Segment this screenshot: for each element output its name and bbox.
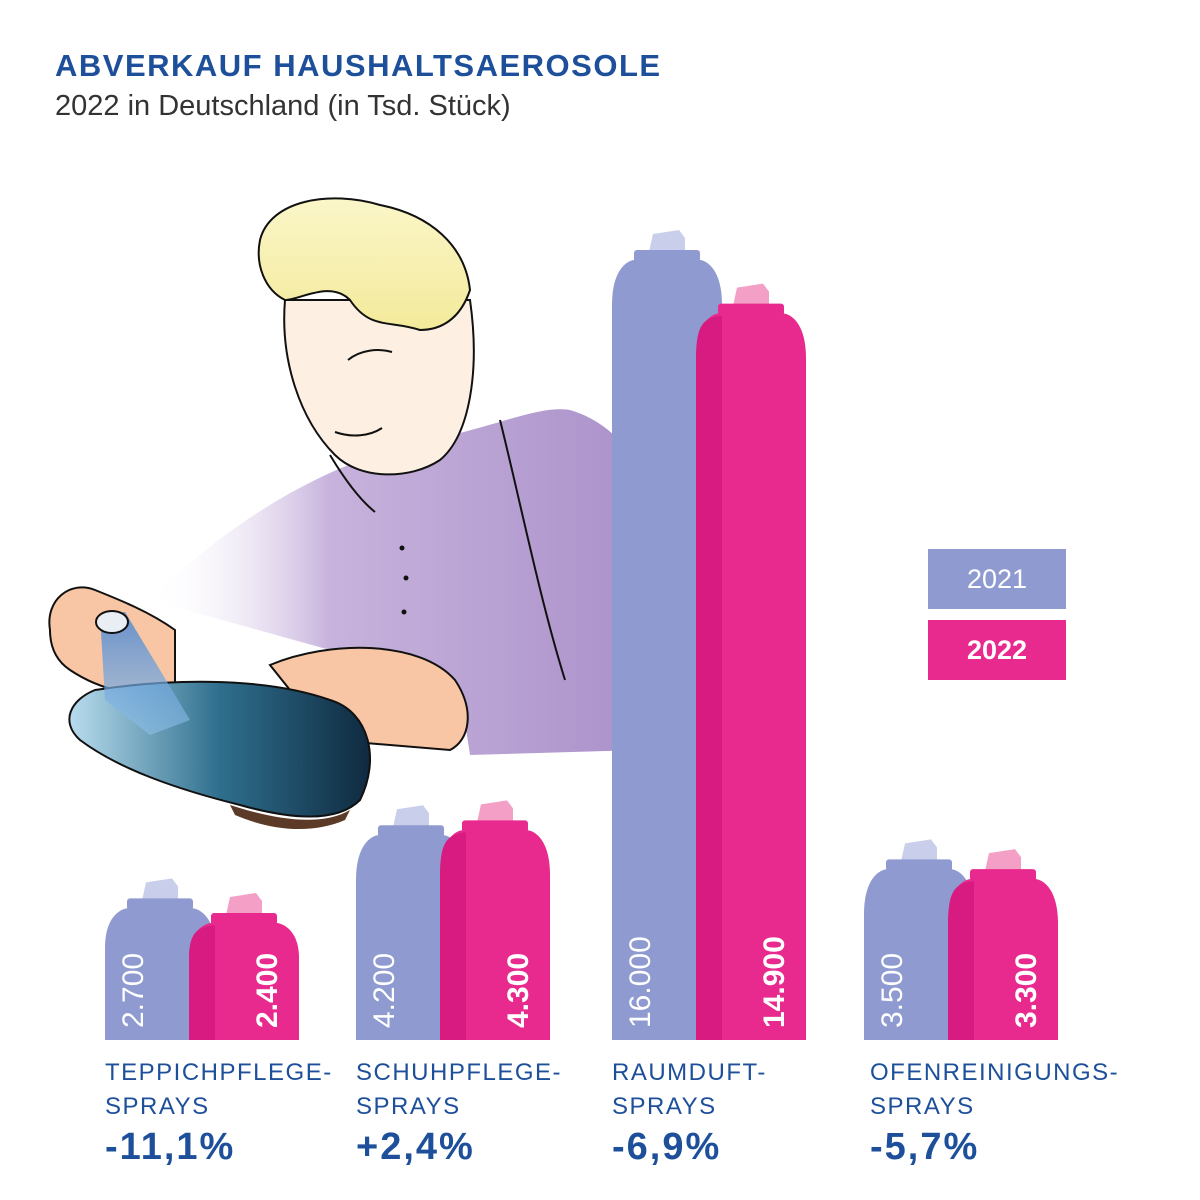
value-label: 4.200: [368, 953, 401, 1028]
spray-mist: [100, 612, 190, 735]
chart-subtitle: 2022 in Deutschland (in Tsd. Stück): [55, 90, 511, 122]
hair-shape: [257, 197, 472, 332]
category-name-line2: SPRAYS: [105, 1093, 210, 1120]
can-body: [948, 879, 1058, 1040]
can-body: [440, 830, 550, 1040]
values-layer: 2.700 2.400 4.200 4.300 16.000 14.900 3.500 3.3…: [117, 936, 1043, 1028]
category-label-raumduft: RAUMDUFT- SPRAYS -6,9%: [612, 1056, 872, 1169]
value-label: 3.300: [1010, 953, 1043, 1028]
spray-nozzle: [95, 610, 129, 634]
bars-layer: [105, 230, 1058, 1040]
can-neck: [718, 303, 784, 316]
can-body: [612, 260, 722, 1040]
shoe-sole: [230, 805, 350, 830]
category-name-line1: RAUMDUFT-: [612, 1059, 767, 1086]
category-label-teppichpflege: TEPPICHPFLEGE- SPRAYS -11,1%: [105, 1056, 365, 1169]
can-neck: [127, 898, 193, 911]
category-name: RAUMDUFT- SPRAYS: [612, 1056, 872, 1124]
category-name-line1: TEPPICHPFLEGE-: [105, 1059, 333, 1086]
shirt-shape: [150, 409, 661, 755]
can-neck: [211, 913, 277, 925]
category-name: OFENREINIGUNGS- SPRAYS: [870, 1056, 1130, 1124]
change-percent: -6,9%: [612, 1126, 722, 1168]
can-neck: [462, 820, 528, 833]
value-label: 2.400: [251, 953, 284, 1028]
aerosol-can-bar: [864, 839, 974, 1040]
face-shape: [283, 299, 475, 476]
change-percent: -11,1%: [105, 1126, 236, 1168]
can-shadow: [696, 315, 722, 1040]
value-label: 2.700: [117, 953, 150, 1028]
can-body: [864, 869, 974, 1040]
shirt-sleeve-line: [499, 419, 566, 681]
mouth: [334, 427, 383, 437]
can-neck: [886, 859, 952, 872]
can-cap: [733, 283, 769, 306]
can-neck: [970, 869, 1036, 882]
neck-line: [329, 454, 376, 513]
can-body: [105, 908, 215, 1040]
aerosol-can-bar: [696, 283, 806, 1040]
can-cap: [901, 839, 937, 862]
aerosol-can-bar: [612, 230, 722, 1040]
aerosol-can-bar: [948, 849, 1058, 1040]
value-label: 4.300: [502, 953, 535, 1028]
category-name: SCHUHPFLEGE- SPRAYS: [356, 1056, 616, 1124]
category-name-line1: SCHUHPFLEGE-: [356, 1059, 563, 1086]
category-name-line2: SPRAYS: [356, 1093, 461, 1120]
can-cap: [393, 805, 429, 828]
value-label: 14.900: [758, 936, 791, 1028]
can-cap: [985, 849, 1021, 872]
legend-2021: 2021: [928, 549, 1066, 609]
can-shadow: [948, 881, 974, 1040]
value-label: 3.500: [876, 953, 909, 1028]
legend-2022-label: 2022: [966, 634, 1028, 665]
change-percent: +2,4%: [356, 1126, 475, 1168]
chart-title: ABVERKAUF HAUSHALTSAEROSOLE: [55, 48, 662, 83]
category-label-schuhpflege: SCHUHPFLEGE- SPRAYS +2,4%: [356, 1056, 616, 1169]
can-body: [696, 313, 806, 1040]
can-cap: [477, 800, 513, 823]
category-name-line2: SPRAYS: [612, 1093, 717, 1120]
category-name: TEPPICHPFLEGE- SPRAYS: [105, 1056, 365, 1124]
can-cap: [649, 230, 685, 252]
aerosol-can-bar: [440, 800, 550, 1040]
can-neck: [378, 825, 444, 838]
value-label: 16.000: [624, 936, 657, 1028]
legend-2021-label: 2021: [966, 563, 1028, 594]
aerosol-can-bar: [105, 878, 215, 1040]
can-cap: [142, 878, 178, 901]
eyebrow: [347, 349, 393, 361]
can-body: [356, 835, 466, 1040]
can-shadow: [189, 925, 215, 1040]
can-shadow: [440, 832, 466, 1040]
aerosol-can-bar: [356, 805, 466, 1040]
aerosol-can-bar: [189, 893, 299, 1040]
can-cap: [226, 893, 262, 915]
category-name-line2: SPRAYS: [870, 1093, 975, 1120]
can-neck: [634, 250, 700, 262]
category-label-ofenreinigung: OFENREINIGUNGS- SPRAYS -5,7%: [870, 1056, 1130, 1169]
legend-2022: 2022: [928, 620, 1066, 680]
change-percent: -5,7%: [870, 1126, 980, 1168]
can-body: [189, 923, 299, 1040]
category-name-line1: OFENREINIGUNGS-: [870, 1059, 1120, 1086]
person-spraying-shoe-illustration: [48, 197, 661, 830]
